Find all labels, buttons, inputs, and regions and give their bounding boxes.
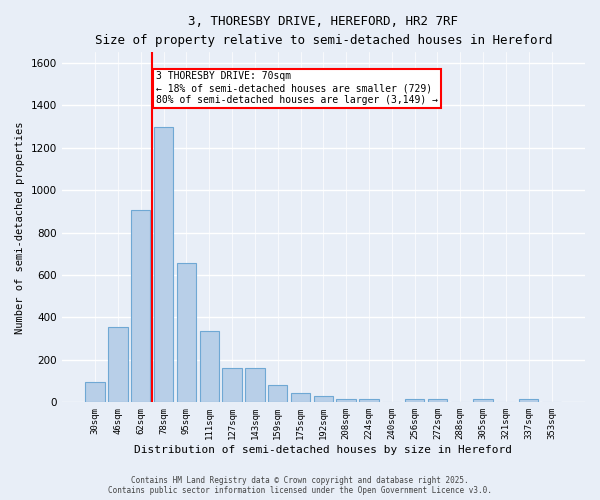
Text: 3 THORESBY DRIVE: 70sqm
← 18% of semi-detached houses are smaller (729)
80% of s: 3 THORESBY DRIVE: 70sqm ← 18% of semi-de… — [155, 72, 437, 104]
Bar — [314, 396, 333, 402]
Y-axis label: Number of semi-detached properties: Number of semi-detached properties — [15, 121, 25, 334]
Bar — [359, 400, 379, 402]
Title: 3, THORESBY DRIVE, HEREFORD, HR2 7RF
Size of property relative to semi-detached : 3, THORESBY DRIVE, HEREFORD, HR2 7RF Siz… — [95, 15, 552, 47]
Bar — [291, 393, 310, 402]
Bar — [85, 382, 105, 402]
Bar — [428, 400, 447, 402]
Bar — [200, 332, 219, 402]
Bar — [405, 400, 424, 402]
Bar — [223, 368, 242, 402]
Bar — [268, 386, 287, 402]
Bar — [337, 400, 356, 402]
Bar — [519, 400, 538, 402]
Bar — [131, 210, 151, 402]
X-axis label: Distribution of semi-detached houses by size in Hereford: Distribution of semi-detached houses by … — [134, 445, 512, 455]
Bar — [473, 400, 493, 402]
Bar — [108, 327, 128, 402]
Bar — [177, 264, 196, 402]
Bar — [245, 368, 265, 402]
Text: Contains HM Land Registry data © Crown copyright and database right 2025.
Contai: Contains HM Land Registry data © Crown c… — [108, 476, 492, 495]
Bar — [154, 126, 173, 402]
